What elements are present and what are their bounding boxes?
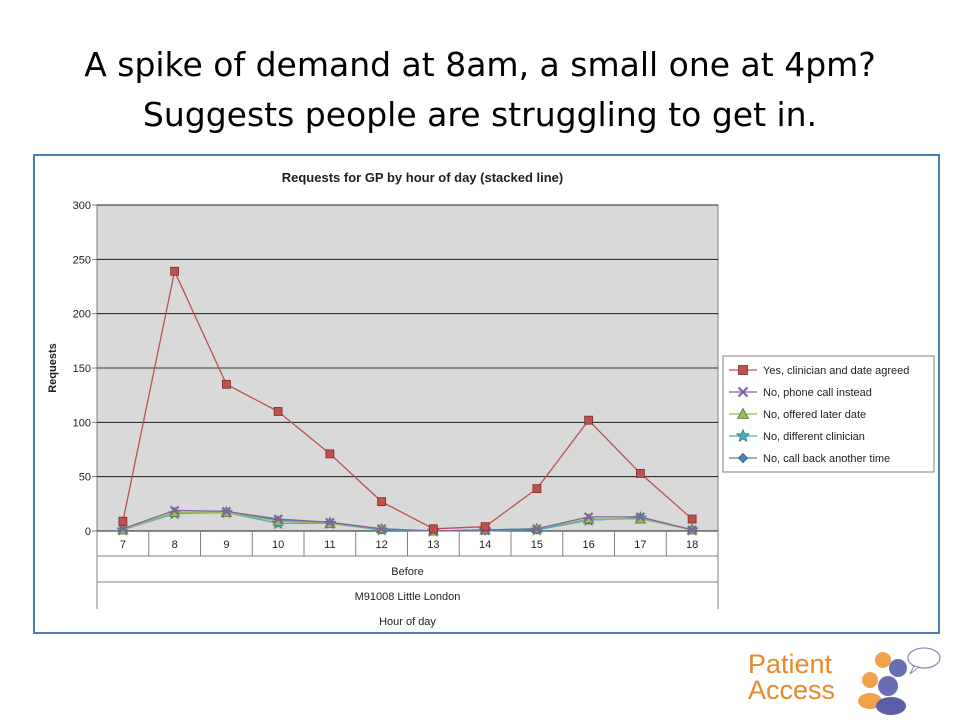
data-point-marker	[325, 449, 335, 459]
x-tick-label: 17	[634, 539, 646, 551]
legend-marker	[737, 386, 749, 398]
logo-text-line2: Access	[748, 675, 836, 705]
data-point-marker-stroke	[687, 525, 697, 535]
slide-title: A spike of demand at 8am, a small one at…	[0, 40, 960, 140]
data-point-marker	[376, 524, 387, 534]
legend-marker-stroke	[737, 386, 749, 398]
chart-title: Requests for GP by hour of day (stacked …	[282, 170, 564, 185]
y-tick-label: 150	[73, 363, 91, 375]
x-tick-label: 8	[172, 539, 178, 551]
x-axis-label: Hour of day	[379, 616, 436, 628]
data-point-marker-stroke	[635, 512, 646, 522]
logo-text-line1: Patient	[748, 649, 833, 679]
x-tick-label: 11	[324, 539, 335, 551]
x-tick-label: 9	[223, 539, 229, 551]
legend-label: No, different clinician	[763, 431, 865, 443]
data-point-marker-stroke	[169, 505, 180, 516]
x-tick-label: 12	[376, 539, 388, 551]
x-tick-label: 16	[583, 539, 595, 551]
y-axis-label: Requests	[47, 343, 59, 393]
data-point-marker	[532, 484, 542, 494]
y-tick-label: 100	[73, 417, 91, 429]
x-tick-label: 15	[531, 539, 543, 551]
legend-marker	[737, 452, 749, 464]
data-point-marker	[635, 512, 646, 522]
data-point-marker-stroke	[325, 517, 335, 528]
data-point-marker	[325, 517, 335, 528]
data-point-marker-stroke	[273, 514, 283, 524]
data-point-marker	[428, 524, 438, 534]
patient-access-logo: Patient Access	[748, 646, 944, 716]
legend-box	[722, 355, 935, 473]
y-tick-label: 50	[79, 472, 91, 484]
data-point-marker	[532, 524, 542, 534]
data-point-marker	[480, 522, 490, 532]
slide-title-line2: Suggests people are struggling to get in…	[142, 95, 818, 134]
legend-label: Yes, clinician and date agreed	[763, 365, 909, 377]
data-point-marker	[273, 514, 283, 524]
logo-people-icon	[858, 647, 941, 715]
y-tick-label: 200	[73, 309, 91, 321]
series-line	[122, 509, 693, 532]
data-point-marker	[377, 497, 387, 507]
data-point-marker	[221, 379, 231, 389]
y-tick-label: 250	[73, 254, 91, 266]
data-point-marker	[273, 407, 283, 416]
legend-label: No, call back another time	[763, 453, 890, 465]
data-point-marker	[170, 266, 180, 276]
slide-title-line1: A spike of demand at 8am, a small one at…	[84, 45, 876, 84]
legend-marker	[736, 407, 750, 419]
data-point-marker	[584, 415, 594, 425]
data-point-marker	[687, 525, 697, 535]
y-tick-label: 0	[85, 526, 91, 538]
x-group-label-practice: M91008 Little London	[355, 591, 461, 603]
data-point-marker-stroke	[532, 524, 542, 534]
data-point-marker	[221, 506, 232, 517]
series-line	[122, 269, 693, 530]
legend-label: No, phone call instead	[763, 387, 872, 399]
data-point-marker	[118, 524, 128, 534]
legend-marker	[735, 428, 751, 443]
data-point-marker	[687, 514, 697, 524]
line-chart: Requests for GP by hour of day (stacked …	[47, 170, 935, 628]
data-point-marker	[635, 469, 645, 478]
legend-marker	[738, 365, 748, 375]
x-tick-label: 14	[479, 539, 491, 551]
legend-label: No, offered later date	[763, 409, 866, 421]
data-point-marker-stroke	[221, 506, 232, 517]
data-point-marker-stroke	[583, 512, 594, 522]
x-tick-label: 10	[272, 539, 284, 551]
x-group-label-before: Before	[391, 566, 423, 578]
x-tick-label: 18	[686, 539, 698, 551]
data-point-marker-stroke	[376, 524, 387, 534]
y-tick-label: 300	[73, 200, 91, 212]
data-point-marker-stroke	[118, 524, 128, 534]
data-point-marker	[169, 505, 180, 516]
data-point-marker	[118, 516, 128, 526]
chart-frame: Requests for GP by hour of day (stacked …	[33, 154, 940, 634]
data-point-marker	[583, 512, 594, 522]
x-tick-label: 7	[120, 539, 126, 551]
x-tick-label: 13	[427, 539, 439, 551]
